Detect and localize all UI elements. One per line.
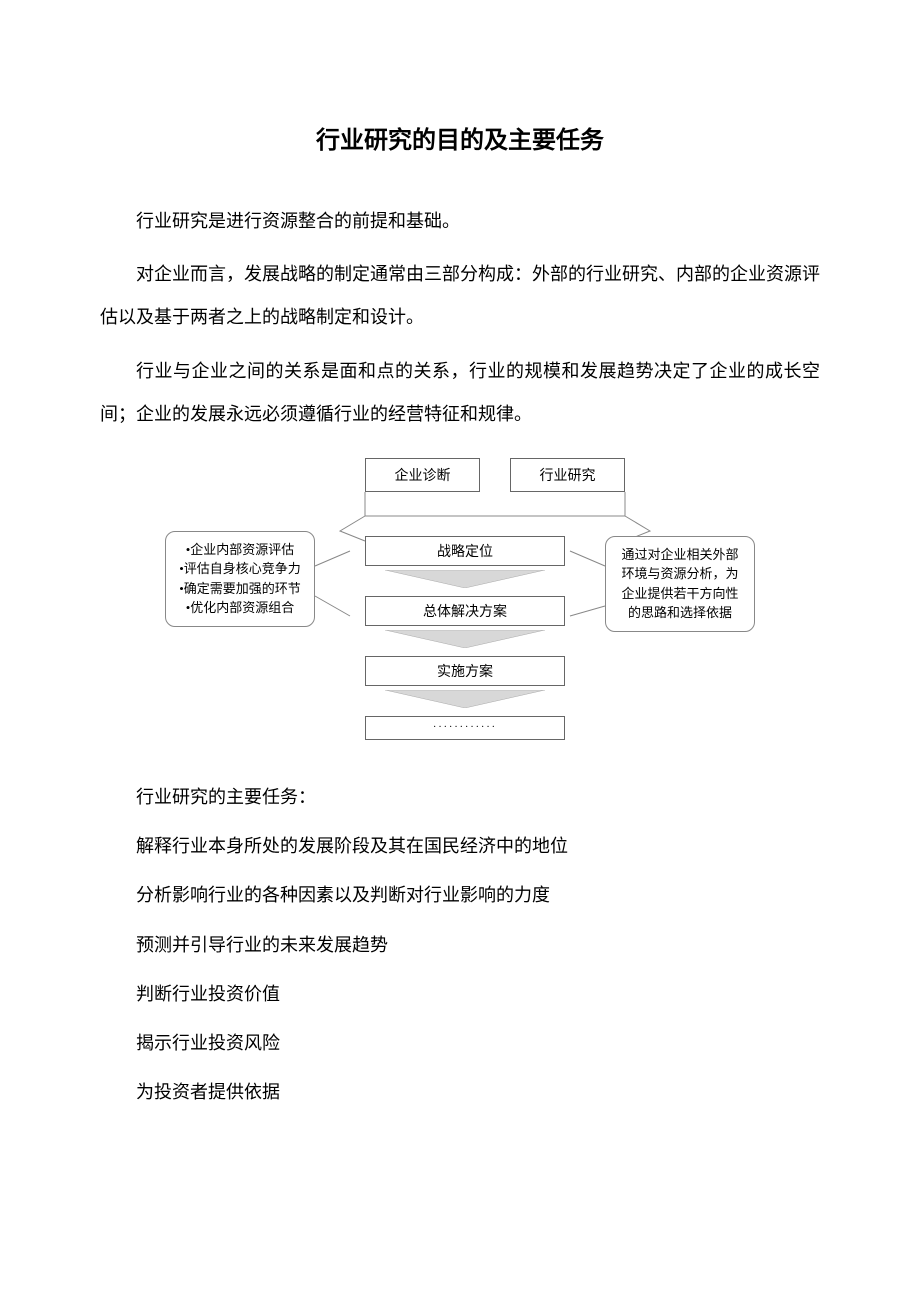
left-callout-item: 评估自身核心竞争力 xyxy=(176,559,304,579)
page-title: 行业研究的目的及主要任务 xyxy=(100,120,820,155)
task-item: 为投资者提供依据 xyxy=(100,1071,820,1114)
task-item: 判断行业投资价值 xyxy=(100,973,820,1016)
down-arrow-icon xyxy=(365,690,565,708)
diagram-box-enterprise-diagnosis: 企业诊断 xyxy=(365,458,480,492)
task-item: 解释行业本身所处的发展阶段及其在国民经济中的地位 xyxy=(100,825,820,868)
left-callout-item: 优化内部资源组合 xyxy=(176,598,304,618)
task-item: 预测并引导行业的未来发展趋势 xyxy=(100,924,820,967)
left-callout-item: 企业内部资源评估 xyxy=(176,540,304,560)
task-item: 分析影响行业的各种因素以及判断对行业影响的力度 xyxy=(100,874,820,917)
diagram-box-overall-solution: 总体解决方案 xyxy=(365,596,565,626)
diagram-box-strategy-position: 战略定位 xyxy=(365,536,565,566)
down-arrow-icon xyxy=(365,570,565,588)
left-callout-item: 确定需要加强的环节 xyxy=(176,579,304,599)
task-item: 揭示行业投资风险 xyxy=(100,1022,820,1065)
diagram-right-callout: 通过对企业相关外部环境与资源分析，为企业提供若干方向性的思路和选择依据 xyxy=(605,536,755,632)
diagram-box-implementation: 实施方案 xyxy=(365,656,565,686)
diagram-box-ellipsis: ············ xyxy=(365,716,565,740)
down-arrow-icon xyxy=(365,630,565,648)
paragraph-3: 行业与企业之间的关系是面和点的关系，行业的规模和发展趋势决定了企业的成长空间；企… xyxy=(100,350,820,436)
tasks-heading: 行业研究的主要任务： xyxy=(100,776,820,819)
strategy-diagram: 企业诊断 行业研究 战略定位 总体解决方案 实施方案 ············ … xyxy=(170,456,750,746)
paragraph-1: 行业研究是进行资源整合的前提和基础。 xyxy=(100,200,820,243)
diagram-left-callout: 企业内部资源评估 评估自身核心竞争力 确定需要加强的环节 优化内部资源组合 xyxy=(165,531,315,627)
paragraph-2: 对企业而言，发展战略的制定通常由三部分构成：外部的行业研究、内部的企业资源评估以… xyxy=(100,253,820,339)
diagram-box-industry-research: 行业研究 xyxy=(510,458,625,492)
